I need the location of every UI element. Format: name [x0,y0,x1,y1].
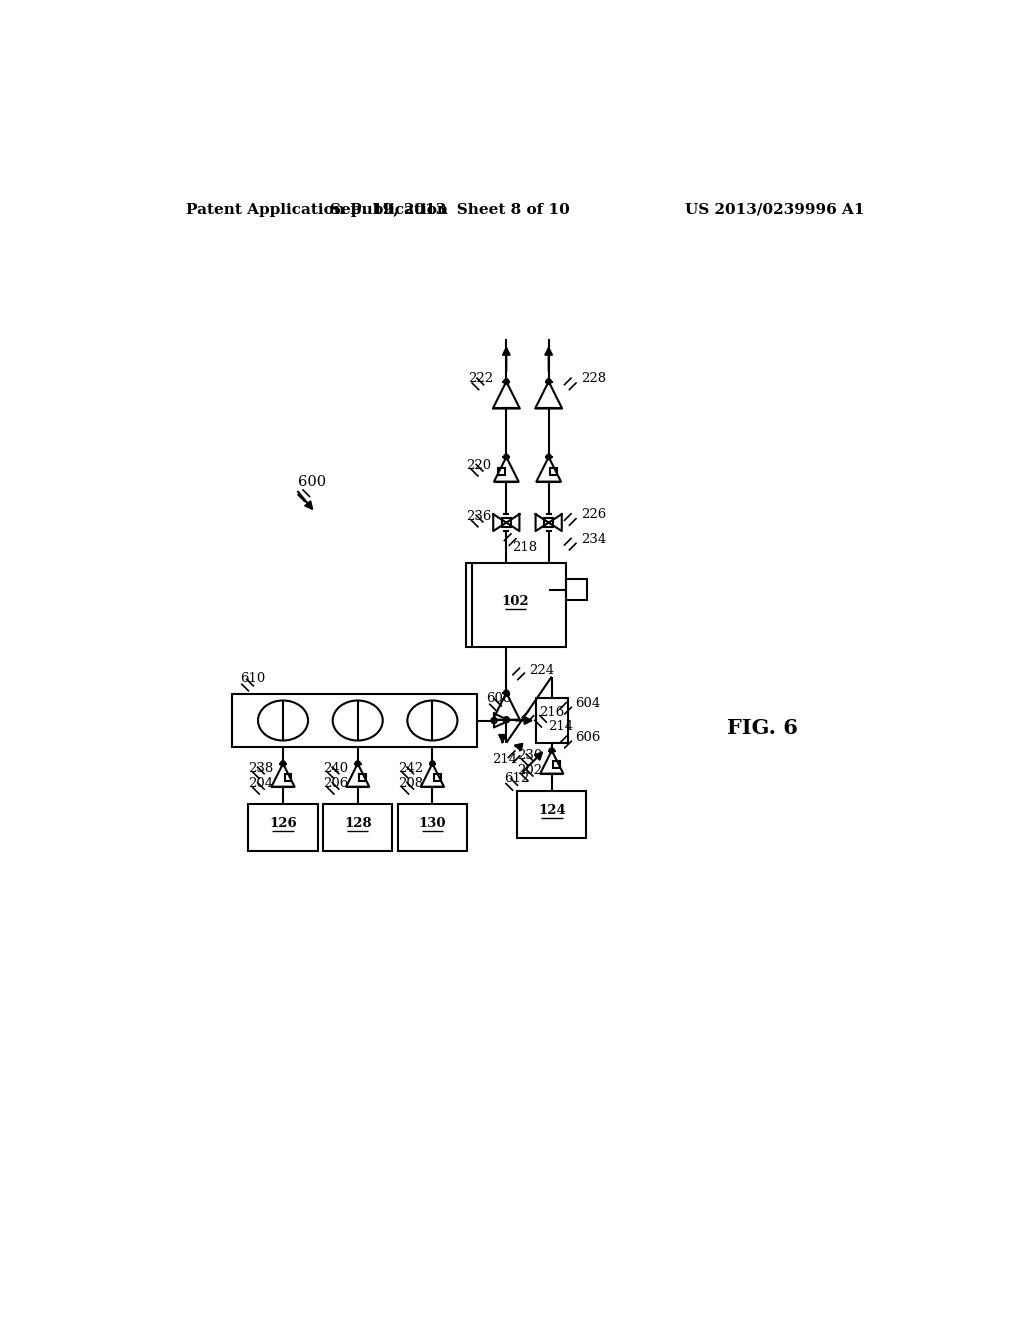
Bar [544,517,553,527]
Text: 208: 208 [397,777,423,791]
Bar [498,469,505,475]
Text: FIG. 6: FIG. 6 [726,718,798,738]
Bar [232,694,477,747]
Text: 126: 126 [269,817,297,830]
Bar [466,562,565,647]
Bar [285,774,292,781]
Text: 218: 218 [512,541,538,554]
Text: 216: 216 [539,706,564,719]
Text: 124: 124 [538,804,565,817]
Bar [397,804,467,850]
Text: 204: 204 [249,777,273,791]
Bar [434,774,441,781]
Text: 240: 240 [323,762,348,775]
Text: 214: 214 [548,721,573,733]
Text: 130: 130 [419,817,446,830]
Bar [359,774,367,781]
Text: 238: 238 [249,762,273,775]
Bar [550,469,557,475]
Text: 600: 600 [298,475,327,488]
Text: 214: 214 [493,754,517,767]
Text: 236: 236 [466,510,492,523]
Bar [249,804,317,850]
Text: 202: 202 [517,764,543,777]
Text: 220: 220 [466,459,492,473]
Text: 604: 604 [574,697,600,710]
Bar [502,517,511,527]
Text: 222: 222 [468,372,493,385]
Bar [565,579,587,601]
Text: 610: 610 [240,672,265,685]
Bar [536,698,568,743]
Bar [553,760,560,768]
Text: 612: 612 [504,772,529,785]
Text: Sep. 19, 2013  Sheet 8 of 10: Sep. 19, 2013 Sheet 8 of 10 [330,203,570,216]
Bar [323,804,392,850]
Text: 608: 608 [486,693,512,705]
Text: 206: 206 [323,777,348,791]
Text: 242: 242 [397,762,423,775]
Text: 224: 224 [529,664,555,677]
Text: 228: 228 [581,372,606,385]
Bar [517,792,587,838]
Text: Patent Application Publication: Patent Application Publication [186,203,449,216]
Text: 230: 230 [517,748,543,762]
Text: 226: 226 [581,508,606,521]
Text: 128: 128 [344,817,372,830]
Text: 102: 102 [502,594,529,607]
Text: US 2013/0239996 A1: US 2013/0239996 A1 [685,203,864,216]
Text: 606: 606 [574,731,600,744]
Text: 234: 234 [581,533,606,546]
